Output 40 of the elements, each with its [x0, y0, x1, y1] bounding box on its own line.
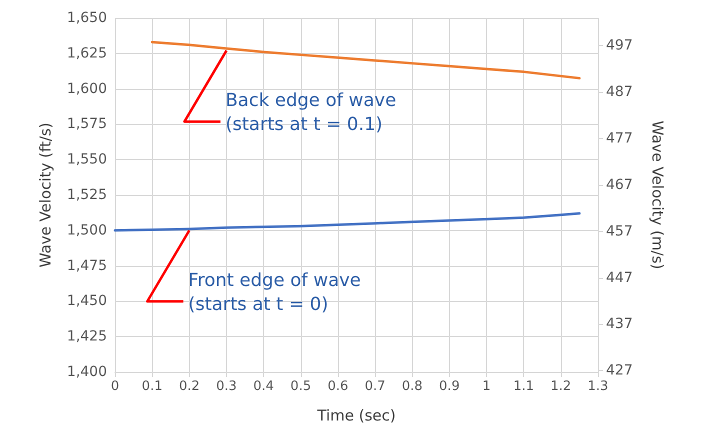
y-tick-label: 1,650: [66, 10, 107, 26]
x-tick-label: 1: [482, 379, 491, 394]
y2-tick-label: 427: [606, 362, 633, 379]
x-tick-label: 0.1: [142, 379, 162, 394]
x-tick-label: 0.8: [402, 379, 423, 394]
annotation: Front edge of wave (starts at t = 0): [188, 270, 361, 315]
y2-tick-label: 467: [606, 176, 633, 193]
y2-axis-title: Wave Velocity (m/s): [648, 120, 666, 270]
y2-tick-label: 457: [606, 223, 633, 240]
x-tick-label: 0.2: [178, 379, 200, 394]
y2-tick-label: 437: [606, 316, 633, 332]
y2-tick-label: 487: [606, 84, 633, 100]
x-tick-label: 0.7: [364, 379, 386, 394]
y-tick-label: 1,600: [66, 80, 107, 97]
y2-tick-label: 497: [606, 38, 633, 54]
line-series: [114, 212, 581, 232]
x-axis-title: Time (sec): [316, 406, 396, 424]
x-tick-label: 0.4: [253, 379, 274, 394]
y-tick-label: 1,425: [66, 328, 107, 345]
x-tick-label: 1.2: [550, 379, 572, 394]
x-tick-label: 0.9: [439, 379, 460, 394]
y-tick-label: 1,450: [66, 293, 107, 310]
x-tick-label: 0: [110, 379, 120, 394]
y-tick-label: 1,575: [66, 116, 107, 132]
line-series: [150, 40, 581, 80]
y-tick-label: 1,400: [66, 364, 107, 380]
x-tick-label: 0.6: [328, 379, 348, 394]
y2-tick-label: 477: [606, 130, 633, 146]
x-tick-label: 1.3: [588, 379, 608, 394]
y-tick-label: 1,475: [66, 258, 107, 274]
y-tick-label: 1,500: [66, 222, 107, 238]
y-tick-label: 1,525: [66, 187, 107, 203]
y-axis-title: Wave Velocity (ft/s): [36, 122, 54, 268]
y-tick-label: 1,625: [66, 45, 107, 62]
x-tick-label: 0.5: [290, 379, 312, 394]
y-tick-label: 1,550: [66, 152, 107, 168]
x-tick-label: 1.1: [513, 379, 534, 394]
annotation: Back edge of wave (starts at t = 0.1): [225, 90, 396, 136]
y2-tick-label: 447: [606, 270, 633, 286]
x-tick-label: 0.3: [216, 379, 237, 394]
